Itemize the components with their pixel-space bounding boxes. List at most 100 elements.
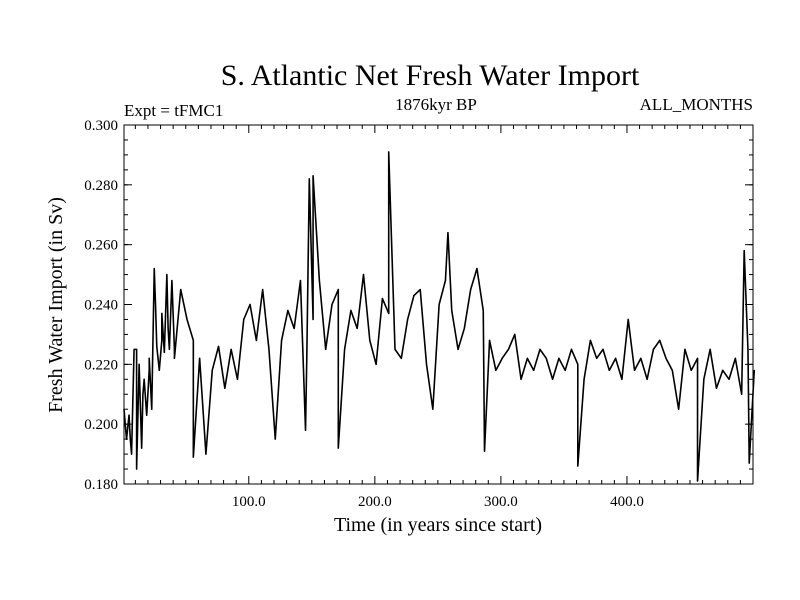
data-point: [199, 357, 201, 359]
y-tick-label: 0.280: [84, 178, 118, 194]
data-point: [158, 369, 160, 371]
x-tick-label: 300.0: [484, 494, 518, 510]
data-point: [558, 357, 560, 359]
data-point: [514, 333, 516, 336]
x-tick-label: 400.0: [610, 494, 644, 510]
data-point: [432, 408, 434, 410]
data-point: [356, 327, 358, 330]
data-point: [130, 453, 133, 455]
data-point: [381, 297, 384, 300]
data-point: [722, 369, 724, 371]
series-line: [123, 151, 756, 482]
data-point: [186, 318, 188, 321]
data-point: [337, 447, 339, 449]
data-point: [173, 357, 176, 359]
data-point: [696, 480, 699, 482]
data-point: [154, 303, 157, 306]
data-point: [533, 369, 535, 371]
data-point: [753, 369, 755, 371]
y-tick-label: 0.180: [84, 477, 118, 493]
data-point: [129, 438, 131, 440]
data-point: [163, 351, 165, 353]
data-point: [211, 369, 213, 371]
data-point: [138, 363, 140, 365]
data-point: [331, 303, 333, 306]
data-point: [141, 447, 143, 449]
data-point: [318, 279, 320, 282]
data-point: [419, 288, 421, 291]
data-point: [143, 378, 145, 380]
data-point: [621, 378, 623, 380]
data-point: [640, 357, 642, 359]
data-point: [748, 462, 750, 464]
y-tick-label: 0.220: [84, 357, 118, 373]
data-point: [539, 348, 541, 350]
data-point: [161, 339, 163, 341]
data-point: [224, 387, 226, 389]
data-point: [148, 357, 150, 359]
subtitle-date: 1876kyr BP: [395, 95, 477, 114]
data-point: [526, 357, 528, 359]
data-point: [243, 318, 245, 321]
x-axis-label: Time (in years since start): [334, 514, 542, 536]
data-point: [180, 288, 182, 291]
data-point: [173, 348, 176, 350]
data-point: [151, 408, 153, 410]
data-point: [128, 414, 130, 416]
chart-title: S. Atlantic Net Fresh Water Import: [221, 59, 640, 92]
x-tick-label: 200.0: [358, 494, 392, 510]
y-tick-label: 0.300: [84, 118, 118, 134]
data-point: [551, 378, 554, 380]
data-point: [161, 312, 163, 315]
data-point: [192, 456, 194, 458]
data-point: [671, 369, 673, 371]
data-point: [236, 378, 239, 380]
data-point: [520, 378, 522, 380]
data-point: [362, 273, 365, 276]
data-point: [444, 279, 447, 282]
y-axis-ticks: 0.180 0.200 0.220 0.240 0.260 0.280 0.300: [84, 118, 753, 493]
data-point: [230, 348, 232, 350]
data-point: [715, 387, 718, 389]
data-point: [337, 288, 339, 291]
y-tick-label: 0.260: [84, 238, 118, 254]
data-point: [400, 357, 402, 359]
data-point: [156, 345, 158, 347]
y-tick-label: 0.200: [84, 417, 118, 433]
data-point: [646, 378, 648, 380]
data-point: [125, 438, 128, 440]
data-point: [142, 393, 144, 395]
data-point: [280, 339, 283, 341]
data-point: [690, 369, 692, 371]
data-point: [325, 348, 327, 350]
data-point: [703, 378, 705, 380]
data-point: [249, 303, 251, 306]
data-point: [425, 363, 428, 365]
data-point: [388, 312, 390, 315]
data-point: [741, 393, 743, 395]
data-point: [696, 357, 699, 359]
data-point: [659, 339, 661, 341]
data-point: [501, 357, 503, 359]
data-point: [312, 318, 314, 321]
data-point: [343, 348, 346, 350]
data-point: [168, 348, 170, 350]
data-point: [457, 348, 459, 350]
data-point: [665, 357, 667, 359]
subtitle-experiment: Expt = tFMC1: [124, 101, 223, 120]
data-point: [167, 327, 169, 330]
data-point: [589, 339, 591, 341]
data-point: [308, 178, 310, 180]
subtitle-months: ALL_MONTHS: [640, 95, 753, 114]
data-point: [483, 450, 486, 452]
data-point: [407, 318, 409, 321]
x-tick-label: 100.0: [232, 494, 266, 510]
data-point: [350, 309, 352, 312]
data-point: [394, 348, 396, 350]
series-layer: [123, 151, 756, 482]
data-point: [570, 348, 573, 350]
data-point: [507, 348, 510, 350]
x-axis-ticks: 100.0 200.0 300.0 400.0: [134, 125, 754, 510]
